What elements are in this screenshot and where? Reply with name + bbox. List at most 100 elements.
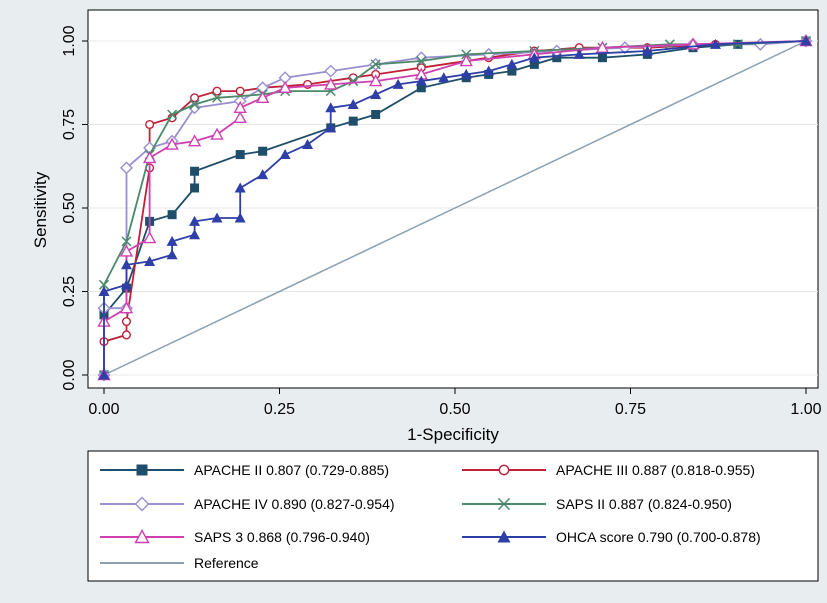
data-point — [438, 72, 450, 83]
data-point — [121, 236, 132, 247]
x-tick-label: 1.00 — [790, 401, 821, 418]
data-point — [121, 330, 131, 340]
data-point — [348, 116, 358, 126]
data-point — [347, 98, 359, 109]
legend-label: SAPS II 0.887 (0.824-0.950) — [556, 496, 732, 512]
legend-label: SAPS 3 0.868 (0.796-0.940) — [194, 529, 370, 545]
data-point — [167, 210, 177, 220]
x-axis-label: 1-Specificity — [407, 425, 499, 444]
data-point — [120, 259, 132, 270]
data-point — [255, 90, 270, 103]
data-point — [497, 497, 511, 511]
legend-label: OHCA score 0.790 (0.700-0.878) — [556, 529, 761, 545]
data-point — [234, 212, 246, 223]
data-point — [506, 58, 518, 69]
data-point — [144, 255, 156, 266]
data-point — [371, 109, 381, 119]
data-point — [595, 40, 610, 53]
data-point — [529, 59, 539, 69]
data-point — [189, 229, 201, 240]
data-point — [370, 88, 382, 99]
data-point — [167, 109, 178, 120]
data-point — [258, 146, 268, 156]
data-point — [415, 75, 427, 86]
legend-label: APACHE IV 0.890 (0.827-0.954) — [194, 496, 395, 512]
legend-item: APACHE II 0.807 (0.729-0.885) — [100, 462, 389, 478]
data-point — [348, 76, 359, 87]
data-point — [119, 244, 134, 257]
grid — [88, 40, 818, 376]
data-point — [302, 139, 314, 150]
data-point — [142, 231, 157, 244]
data-point — [165, 137, 179, 150]
data-point — [573, 48, 585, 59]
data-point — [507, 66, 517, 76]
legend-label: APACHE III 0.887 (0.818-0.955) — [556, 462, 755, 478]
legend-item: OHCA score 0.790 (0.700-0.878) — [462, 529, 761, 545]
data-point — [257, 169, 269, 180]
y-axis-label: Sensitivity — [31, 171, 50, 248]
data-point — [189, 99, 200, 110]
data-point — [528, 52, 540, 63]
data-point — [145, 119, 155, 130]
data-point — [212, 86, 222, 96]
data-point — [98, 279, 110, 290]
data-point — [233, 110, 247, 124]
data-point — [134, 496, 150, 512]
data-point — [136, 464, 148, 476]
data-point — [142, 150, 157, 164]
data-point — [416, 56, 427, 67]
data-point — [211, 212, 223, 223]
data-point — [368, 74, 383, 87]
legend-label: Reference — [194, 555, 259, 571]
data-point — [120, 279, 132, 290]
legend-item: APACHE IV 0.890 (0.827-0.954) — [100, 496, 395, 512]
data-point — [279, 149, 291, 160]
data-point — [483, 65, 495, 76]
x-tick-label: 0.00 — [88, 401, 119, 418]
data-point — [392, 78, 404, 89]
legend-label: APACHE II 0.807 (0.729-0.885) — [194, 462, 389, 478]
data-point — [211, 92, 223, 103]
data-point — [121, 317, 131, 327]
data-point — [166, 235, 178, 246]
series-reference — [103, 40, 807, 376]
data-point — [324, 64, 338, 78]
data-point — [800, 35, 812, 46]
data-point — [324, 77, 338, 90]
data-point — [416, 83, 426, 93]
x-tick-label: 0.50 — [439, 401, 470, 418]
legend-item: SAPS 3 0.868 (0.796-0.940) — [100, 529, 370, 545]
legend-item: APACHE III 0.887 (0.818-0.955) — [462, 462, 755, 478]
data-point — [189, 215, 201, 226]
legend: APACHE II 0.807 (0.729-0.885) APACHE III … — [100, 462, 761, 571]
data-point — [597, 53, 607, 63]
data-point — [233, 100, 247, 114]
data-point — [325, 102, 337, 113]
y-tick-label: 0.75 — [61, 109, 78, 140]
x-tick-label: 0.25 — [264, 401, 295, 418]
data-point — [325, 122, 337, 133]
series-ohca — [98, 35, 812, 380]
data-point — [498, 464, 510, 476]
data-point — [187, 134, 202, 147]
data-point — [460, 68, 472, 79]
data-point — [210, 127, 224, 140]
data-point — [190, 166, 200, 176]
data-point — [278, 80, 292, 93]
data-point — [709, 38, 721, 49]
y-tick-label: 1.00 — [61, 25, 78, 56]
data-point — [98, 369, 110, 380]
axes: 0.00 0.25 0.50 0.75 1.00 0.00 0.25 0.50 0.75 1.00 — [61, 25, 822, 418]
data-point — [134, 529, 150, 544]
series-line — [103, 40, 807, 375]
data-point — [119, 161, 133, 175]
x-tick-label: 0.75 — [615, 401, 646, 418]
data-point — [119, 301, 134, 314]
y-tick-label: 0.00 — [61, 359, 78, 390]
data-point — [190, 93, 200, 103]
legend-item: Reference — [100, 555, 259, 571]
legend-item: SAPS II 0.887 (0.824-0.950) — [462, 496, 732, 512]
data-point — [234, 182, 246, 193]
